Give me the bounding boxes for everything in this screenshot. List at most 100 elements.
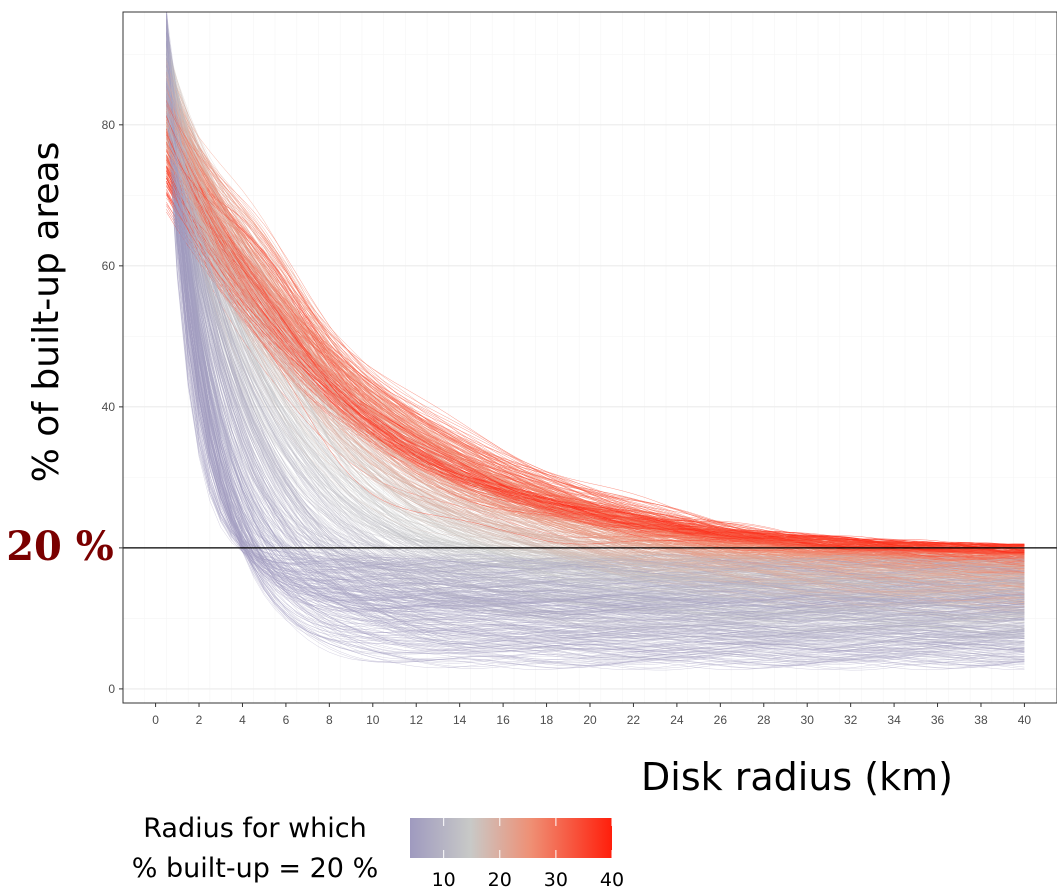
series-line: [166, 54, 1025, 568]
series-line: [166, 56, 1025, 580]
series-line: [166, 186, 1025, 560]
series-line: [166, 77, 1025, 575]
series-line: [166, 77, 1025, 619]
series-line: [166, 90, 1025, 611]
series-line: [166, 105, 1025, 562]
series-line: [166, 116, 1025, 551]
series-line: [166, 151, 1025, 566]
series-line: [166, 60, 1025, 623]
series-line: [166, 197, 1025, 561]
series-line: [166, 34, 1025, 621]
series-line: [166, 71, 1025, 646]
series-line: [166, 111, 1025, 574]
series-line: [166, 106, 1025, 578]
legend-tick-label: 20: [488, 869, 512, 891]
series-line: [166, 44, 1025, 664]
series-line: [166, 34, 1025, 619]
series-line: [166, 64, 1025, 602]
series-line: [166, 44, 1025, 591]
x-tick-label: 34: [887, 713, 901, 727]
series-line: [166, 27, 1025, 606]
x-axis-ticks: 0 2 4 6 8 10 12 14 16 18 20 22 24 26 28 30 32 34 36 38 40: [152, 703, 1031, 727]
series-line: [166, 121, 1025, 566]
series-line: [166, 180, 1025, 553]
series-line: [166, 129, 1025, 586]
series-line: [166, 95, 1025, 639]
x-tick-label: 30: [801, 713, 815, 727]
x-tick-label: 26: [714, 713, 728, 727]
x-tick-label: 12: [410, 713, 424, 727]
series-line: [166, 110, 1025, 633]
series-line: [166, 75, 1025, 633]
series-line: [166, 92, 1025, 616]
series-line: [166, 59, 1025, 587]
series-line: [166, 35, 1025, 670]
series-line: [166, 41, 1025, 619]
series-line: [166, 64, 1025, 620]
series-line: [166, 87, 1025, 629]
series-line: [166, 24, 1025, 569]
series-line: [166, 108, 1025, 643]
series-line: [166, 141, 1025, 608]
series-line: [166, 167, 1025, 553]
series-line: [166, 21, 1025, 669]
series-line: [166, 108, 1025, 595]
series-line: [166, 32, 1025, 671]
x-tick-label: 16: [496, 713, 510, 727]
series-line: [166, 80, 1025, 620]
x-tick-label: 18: [540, 713, 554, 727]
x-tick-label: 20: [583, 713, 597, 727]
legend: Radius for which % built-up = 20 % 10 20 3…: [132, 813, 624, 891]
series-line: [166, 104, 1025, 560]
series-line: [166, 87, 1025, 669]
series-line: [166, 105, 1025, 636]
series-group: [166, 12, 1025, 671]
series-line: [166, 125, 1025, 584]
series-line: [166, 15, 1025, 653]
series-line: [166, 81, 1025, 622]
series-line: [166, 79, 1025, 588]
series-line: [166, 75, 1025, 671]
series-line: [166, 20, 1025, 666]
series-line: [166, 12, 1025, 635]
series-line: [166, 79, 1025, 593]
series-line: [166, 37, 1025, 661]
x-tick-label: 10: [366, 713, 380, 727]
series-line: [166, 131, 1025, 559]
series-line: [166, 43, 1025, 666]
legend-title-line2: % built-up = 20 %: [132, 853, 378, 884]
series-line: [166, 61, 1025, 661]
series-line: [166, 126, 1025, 565]
legend-tick-label: 10: [432, 869, 456, 891]
series-line: [166, 142, 1025, 569]
series-line: [166, 48, 1025, 650]
series-line: [166, 59, 1025, 628]
series-line: [166, 12, 1025, 572]
series-line: [166, 170, 1025, 553]
x-tick-label: 32: [844, 713, 858, 727]
x-tick-label: 2: [196, 713, 203, 727]
series-line: [166, 46, 1025, 638]
x-tick-label: 6: [283, 713, 290, 727]
series-line: [166, 90, 1025, 616]
legend-ticks: 10 20 30 40: [432, 818, 624, 891]
x-tick-label: 36: [931, 713, 945, 727]
x-tick-label: 0: [152, 713, 159, 727]
legend-title-line1: Radius for which: [143, 813, 366, 844]
y-tick-label: 0: [108, 682, 115, 696]
series-line: [166, 167, 1025, 571]
series-line: [166, 31, 1025, 641]
series-line: [166, 106, 1025, 637]
series-line: [166, 53, 1025, 621]
series-line: [166, 75, 1025, 580]
series-line: [166, 89, 1025, 592]
series-line: [166, 103, 1025, 601]
series-line: [166, 48, 1025, 602]
y-tick-label: 40: [102, 400, 116, 414]
series-line: [166, 21, 1025, 608]
series-line: [166, 95, 1025, 577]
series-line: [166, 190, 1025, 554]
series-line: [166, 89, 1025, 589]
x-tick-label: 14: [453, 713, 467, 727]
series-line: [166, 138, 1025, 575]
